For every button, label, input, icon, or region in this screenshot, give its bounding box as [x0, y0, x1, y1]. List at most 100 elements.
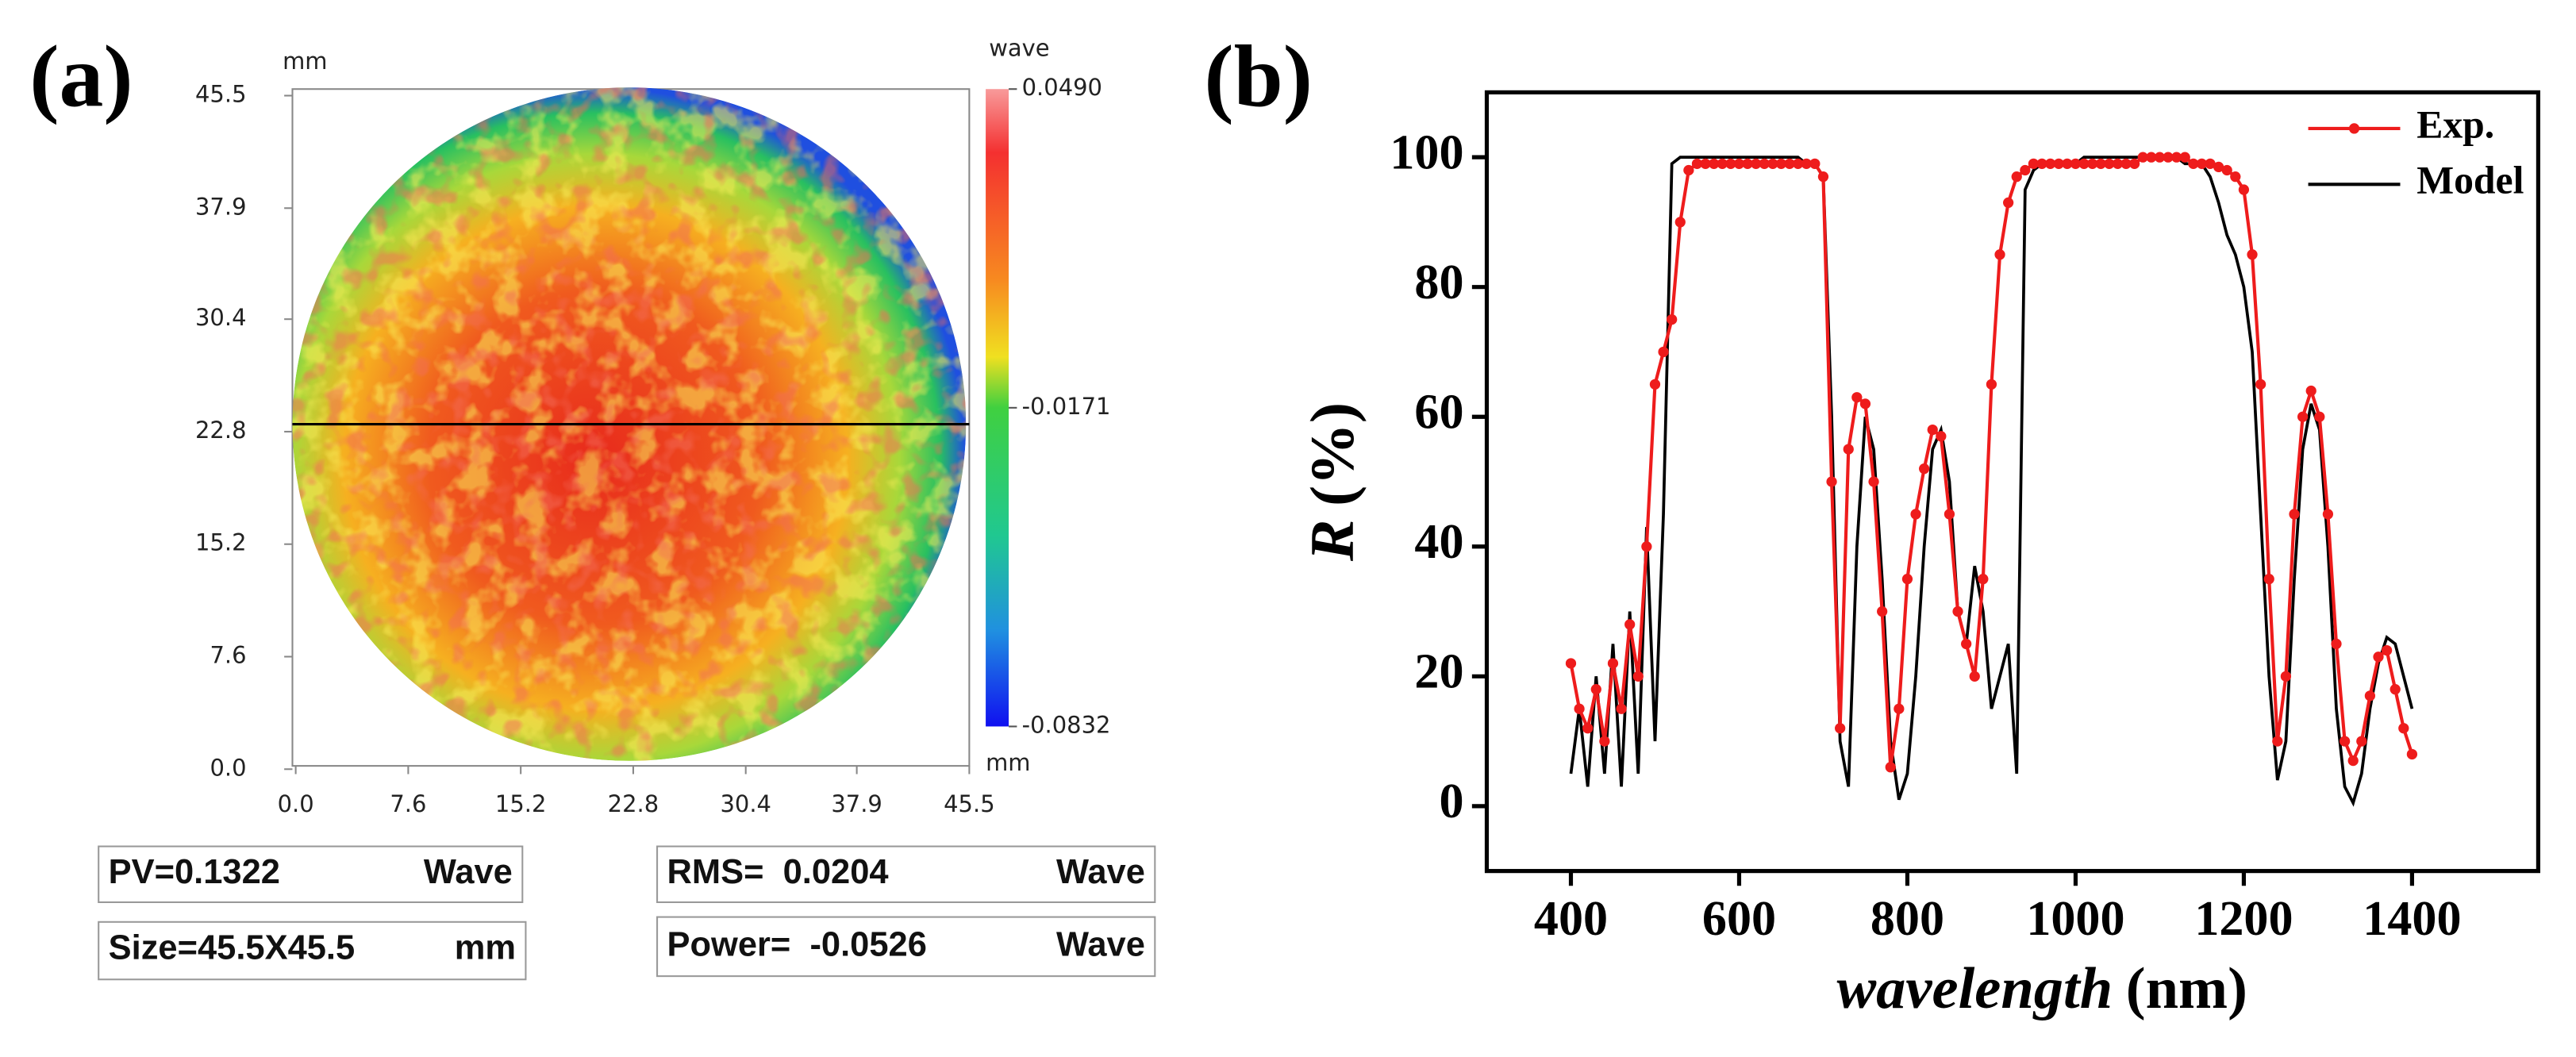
data-point [1919, 463, 1930, 475]
data-point [1565, 658, 1577, 669]
stat-unit: Wave [1056, 925, 1145, 963]
data-point [1599, 736, 1610, 747]
data-point [2347, 755, 2359, 767]
stats: PV=0.1322 Wave Size=45.5X45.5 mm RMS= 0.… [98, 845, 1156, 981]
data-point [2020, 164, 2031, 176]
panel-a: (a) mm mm wave PV=0.1322 Wave Size=45.5X… [29, 28, 1156, 981]
x-unit: mm [986, 749, 1030, 776]
data-point [2272, 736, 2283, 747]
data-point [1751, 158, 1762, 169]
data-point [1894, 703, 1905, 714]
data-point [2280, 671, 2292, 682]
legend-marker [2348, 123, 2360, 134]
data-point [2398, 723, 2409, 734]
data-point [1582, 723, 1594, 734]
data-point [2062, 158, 2073, 169]
x-tick-label: 1000 [2026, 892, 2124, 946]
data-point [1978, 574, 1989, 585]
stat-box [98, 845, 524, 903]
data-point [1700, 158, 1711, 169]
data-point [2322, 509, 2334, 520]
data-point [1944, 509, 1955, 520]
data-point [2170, 152, 2182, 163]
data-point [1901, 574, 1913, 585]
legend-label: Exp. [2416, 102, 2494, 146]
data-point [2146, 152, 2157, 163]
x-tick-label: 600 [1702, 892, 1776, 946]
x-tick-label: 800 [1870, 892, 1944, 946]
data-point [1910, 509, 1921, 520]
data-point [2263, 574, 2274, 585]
data-point [1927, 424, 1938, 436]
x-axis-var: wavelength [1836, 956, 2113, 1021]
y-axis-unit: (%) [1298, 402, 1367, 506]
y-tick-label: 15.2 [195, 529, 247, 556]
data-point [1843, 444, 1854, 455]
data-point [2314, 411, 2325, 422]
data-point [2406, 748, 2418, 760]
data-point [2390, 684, 2401, 695]
data-point [1624, 619, 1636, 630]
x-tick-label: 15.2 [495, 790, 547, 817]
data-point [1986, 379, 1997, 390]
data-point [2196, 158, 2208, 169]
data-point [1885, 762, 1896, 773]
data-point [1607, 658, 1619, 669]
data-point [2381, 644, 2393, 656]
data-point [2213, 161, 2224, 173]
x-axis-label: wavelength (nm) [1836, 956, 2247, 1021]
data-point [2221, 164, 2232, 176]
y-tick-label: 100 [1390, 125, 1463, 179]
data-point [2070, 158, 2082, 169]
data-point [1877, 605, 1888, 617]
data-point [1632, 671, 1644, 682]
data-point [1759, 158, 1770, 169]
data-point [2028, 158, 2040, 169]
data-point [2297, 411, 2309, 422]
y-axis-var: R [1298, 520, 1367, 562]
data-point [2188, 158, 2199, 169]
stat-label: RMS= 0.0204 [667, 853, 888, 891]
data-point [2247, 249, 2258, 260]
colorbar-tick-label: -0.0832 [1022, 711, 1111, 738]
data-point [1784, 158, 1795, 169]
data-point [1961, 638, 1972, 650]
data-point [1590, 684, 1601, 695]
x-tick-label: 0.0 [278, 790, 314, 817]
x-tick-label: 45.5 [944, 790, 995, 817]
data-point [1616, 703, 1627, 714]
data-point [1667, 313, 1678, 325]
data-point [1742, 158, 1753, 169]
stat-label: PV=0.1322 [109, 853, 280, 891]
data-point [1674, 217, 1686, 228]
data-point [2104, 158, 2115, 169]
y-tick-label: 60 [1414, 385, 1463, 439]
data-point [1793, 158, 1804, 169]
x-axis-unit: (nm) [2126, 956, 2247, 1021]
data-point [2331, 638, 2342, 650]
data-point [2238, 184, 2250, 195]
data-point [2364, 690, 2376, 701]
colorbar-label: wave [989, 35, 1049, 62]
data-point [2078, 158, 2090, 169]
data-point [2339, 736, 2351, 747]
data-point [1952, 605, 1963, 617]
colorbar [986, 89, 1009, 727]
x-tick-label: 7.6 [390, 790, 426, 817]
data-point [1851, 392, 1863, 403]
y-tick-label: 40 [1414, 515, 1463, 569]
y-tick-label: 45.5 [195, 81, 247, 108]
stat-label: Power= -0.0526 [667, 925, 926, 963]
stat-box [98, 921, 527, 981]
y-tick-label: 22.8 [195, 417, 247, 444]
data-point [1868, 476, 1879, 487]
data-point [1859, 398, 1871, 409]
colorbar-tick-label: 0.0490 [1022, 74, 1102, 101]
data-point [1683, 164, 1694, 176]
data-point [1641, 541, 1652, 552]
y-tick-label: 0 [1439, 774, 1463, 828]
x-tick-label: 30.4 [720, 790, 771, 817]
data-point [1649, 379, 1661, 390]
data-point [2036, 158, 2047, 169]
